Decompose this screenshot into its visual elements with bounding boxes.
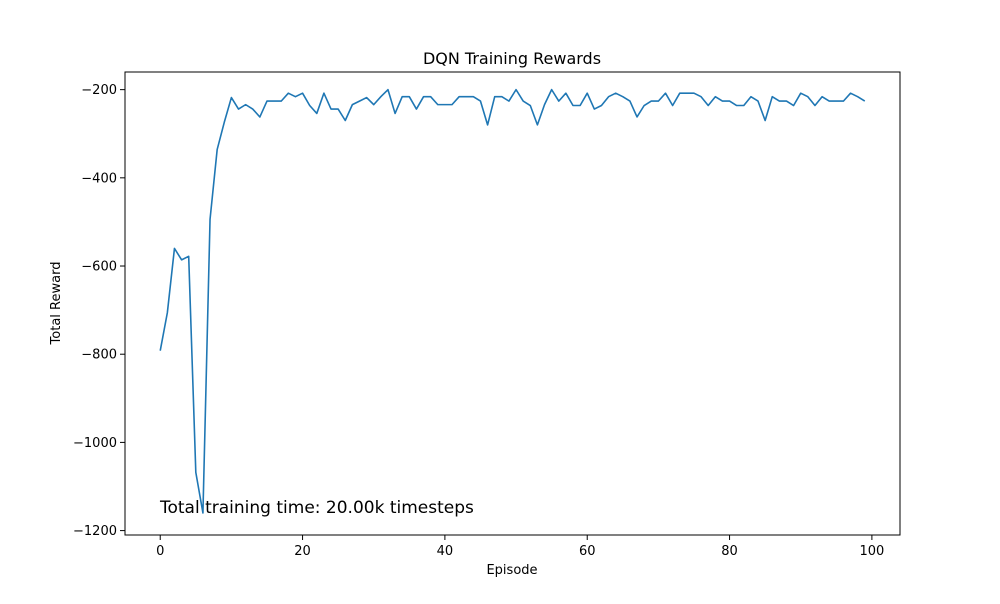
x-tick-label: 60 <box>579 544 596 559</box>
x-axis: 0 20 40 60 80 100 <box>156 535 884 559</box>
plot-area <box>159 88 866 514</box>
y-tick-label: −400 <box>81 171 117 186</box>
x-axis-label: Episode <box>486 563 537 578</box>
y-tick-label: −600 <box>81 260 117 275</box>
x-tick-label: 20 <box>294 544 311 559</box>
training-time-annotation: Total training time: 20.00k timesteps <box>159 498 474 518</box>
plot-frame <box>124 71 901 536</box>
y-tick-label: −800 <box>81 348 117 363</box>
y-axis: −200 −400 −600 −800 −1000 −1200 <box>73 83 125 539</box>
y-axis-label: Total Reward <box>49 262 64 346</box>
x-tick-label: 40 <box>437 544 454 559</box>
x-tick-label: 100 <box>859 544 884 559</box>
y-tick-label: −1200 <box>73 524 117 539</box>
reward-series-line <box>159 88 866 514</box>
x-tick-label: 80 <box>721 544 738 559</box>
y-tick-label: −1000 <box>73 436 117 451</box>
y-tick-label: −200 <box>81 83 117 98</box>
chart-title: DQN Training Rewards <box>423 49 601 68</box>
x-tick-label: 0 <box>156 544 164 559</box>
